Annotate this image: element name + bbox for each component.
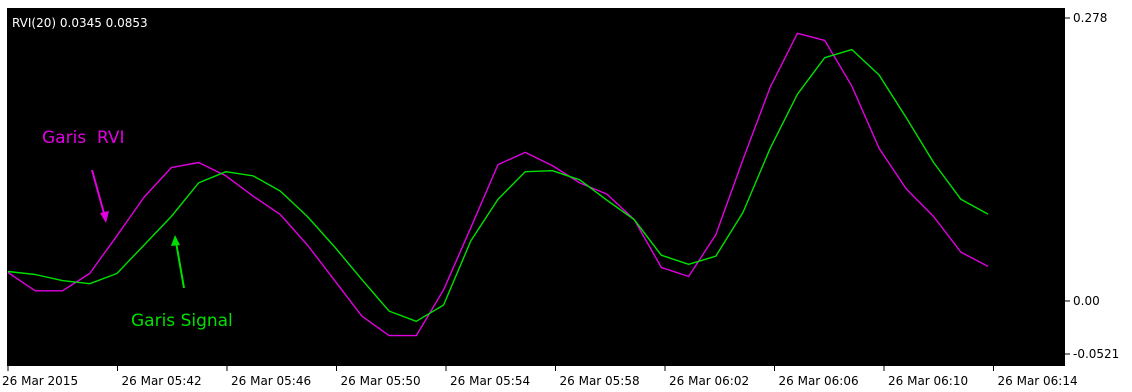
annotation-arrowhead-rvi — [100, 211, 109, 223]
annotation-arrow-signal — [175, 241, 185, 289]
y-tick-label: 0.278 — [1073, 11, 1107, 25]
x-tick-label: 26 Mar 05:46 — [231, 374, 311, 388]
x-tick-label: 26 Mar 05:42 — [122, 374, 202, 388]
x-axis: 26 Mar 2015 26 Mar 05:42 26 Mar 05:46 26 Ma… — [2, 366, 1078, 388]
annotation-garis-rvi: Garis RVI — [42, 128, 125, 148]
annotation-garis-signal: Garis Signal — [131, 311, 233, 331]
x-tick-label: 26 Mar 06:06 — [779, 374, 859, 388]
plot-area — [7, 8, 1065, 366]
x-tick-label: 26 Mar 06:02 — [669, 374, 749, 388]
y-axis: 0.278 0.00 -0.0521 — [1065, 11, 1119, 361]
annotation-layer: Garis RVI Garis Signal — [42, 128, 233, 331]
y-tick-label: -0.0521 — [1073, 347, 1119, 361]
x-tick-label: 26 Mar 2015 — [2, 374, 78, 388]
x-tick-label: 26 Mar 05:58 — [560, 374, 640, 388]
annotation-arrow-rvi — [91, 169, 106, 218]
series-layer — [7, 32, 989, 337]
annotation-arrowhead-signal — [171, 235, 180, 246]
x-tick-label: 26 Mar 06:14 — [998, 374, 1078, 388]
series-line-garis-rvi — [7, 32, 989, 337]
series-line-garis-signal — [7, 48, 989, 322]
indicator-label: RVI(20) 0.0345 0.0853 — [12, 16, 148, 30]
x-tick-label: 26 Mar 05:50 — [341, 374, 421, 388]
y-tick-label: 0.00 — [1073, 294, 1100, 308]
x-tick-label: 26 Mar 06:10 — [888, 374, 968, 388]
x-tick-label: 26 Mar 05:54 — [450, 374, 530, 388]
